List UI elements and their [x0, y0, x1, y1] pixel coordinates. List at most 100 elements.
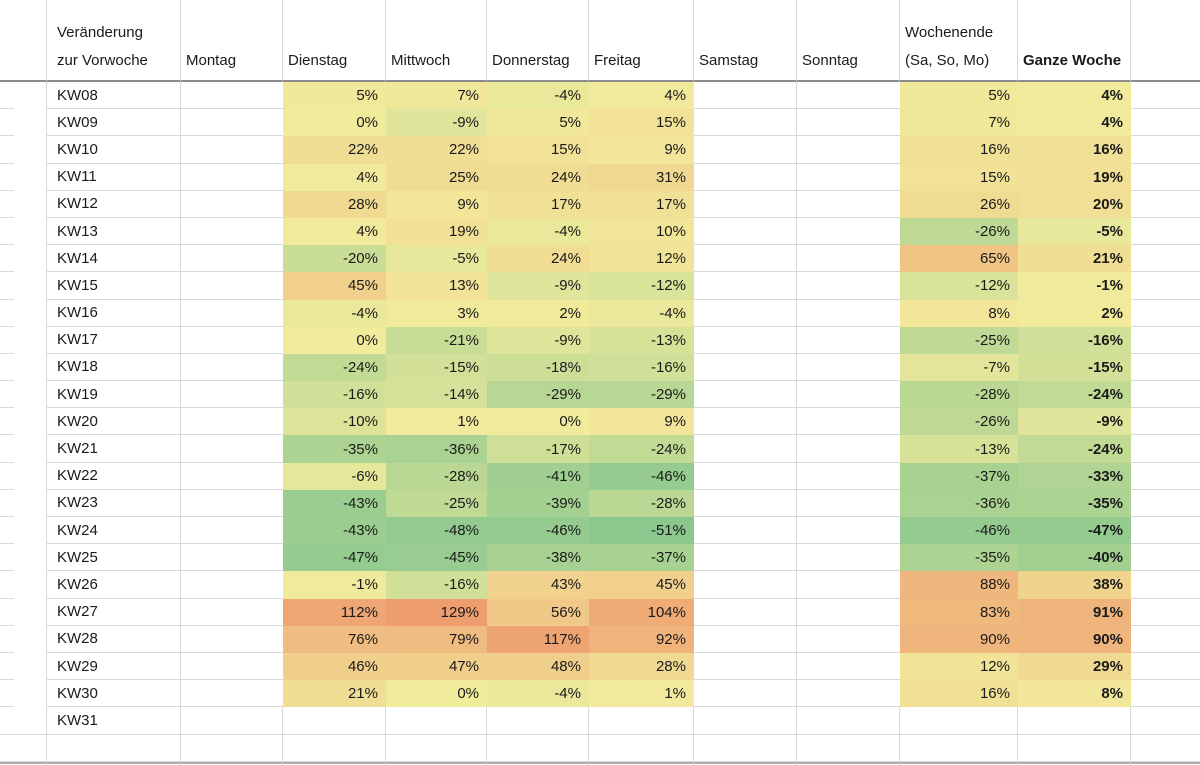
cell-kw27-samstag[interactable] [694, 598, 797, 626]
cell-kw14-ganze-woche[interactable]: 21% [1018, 245, 1131, 273]
cell-kw27-donnerstag[interactable]: 56% [487, 598, 589, 626]
gutter-cell[interactable] [0, 680, 47, 708]
partial-row-cell[interactable] [47, 761, 181, 765]
cell-kw12-donnerstag[interactable]: 17% [487, 190, 589, 218]
cell-kw16-freitag[interactable]: -4% [589, 299, 694, 327]
empty-cell[interactable] [487, 734, 589, 762]
cell-kw26-samstag[interactable] [694, 571, 797, 599]
cell-kw25-donnerstag[interactable]: -38% [487, 544, 589, 572]
cell-kw29-montag[interactable] [181, 652, 283, 681]
column-header-montag[interactable]: Montag [181, 0, 283, 82]
cell-kw16-wochenende[interactable]: 8% [900, 299, 1018, 327]
gutter-cell[interactable] [0, 353, 47, 382]
cell-kw14-samstag[interactable] [694, 245, 797, 273]
cell-kw22-samstag[interactable] [694, 462, 797, 490]
cell-kw10-ganze-woche[interactable]: 16% [1018, 136, 1131, 164]
cell-kw08-trailing[interactable] [1131, 82, 1200, 110]
row-label-kw11[interactable]: KW11 [47, 163, 181, 191]
empty-cell[interactable] [386, 734, 487, 762]
cell-kw13-sonntag[interactable] [797, 217, 900, 246]
row-label-kw23[interactable]: KW23 [47, 489, 181, 517]
gutter-cell[interactable] [0, 381, 47, 409]
partial-row-cell[interactable] [589, 761, 694, 765]
gutter-cell[interactable] [0, 82, 47, 110]
cell-kw12-ganze-woche[interactable]: 20% [1018, 190, 1131, 218]
cell-kw20-ganze-woche[interactable]: -9% [1018, 408, 1131, 436]
cell-kw14-trailing[interactable] [1131, 245, 1200, 273]
partial-row-cell[interactable] [487, 761, 589, 765]
row-label-kw30[interactable]: KW30 [47, 680, 181, 708]
cell-kw19-montag[interactable] [181, 381, 283, 409]
gutter-cell[interactable] [0, 326, 47, 354]
cell-kw30-donnerstag[interactable]: -4% [487, 680, 589, 708]
cell-kw26-ganze-woche[interactable]: 38% [1018, 571, 1131, 599]
cell-kw19-samstag[interactable] [694, 381, 797, 409]
cell-kw28-mittwoch[interactable]: 79% [386, 625, 487, 653]
cell-kw19-freitag[interactable]: -29% [589, 381, 694, 409]
cell-kw09-mittwoch[interactable]: -9% [386, 109, 487, 137]
cell-kw09-trailing[interactable] [1131, 109, 1200, 137]
cell-kw27-ganze-woche[interactable]: 91% [1018, 598, 1131, 626]
cell-kw30-sonntag[interactable] [797, 680, 900, 708]
cell-kw09-freitag[interactable]: 15% [589, 109, 694, 137]
cell-kw22-ganze-woche[interactable]: -33% [1018, 462, 1131, 490]
column-header-trailing[interactable] [1131, 0, 1200, 82]
cell-kw10-freitag[interactable]: 9% [589, 136, 694, 164]
cell-kw16-sonntag[interactable] [797, 299, 900, 327]
cell-kw23-ganze-woche[interactable]: -35% [1018, 489, 1131, 517]
cell-kw21-wochenende[interactable]: -13% [900, 435, 1018, 463]
cell-kw11-trailing[interactable] [1131, 163, 1200, 191]
cell-kw24-ganze-woche[interactable]: -47% [1018, 517, 1131, 545]
cell-kw29-mittwoch[interactable]: 47% [386, 652, 487, 681]
cell-kw18-freitag[interactable]: -16% [589, 353, 694, 382]
gutter-cell[interactable] [0, 462, 47, 490]
cell-kw13-samstag[interactable] [694, 217, 797, 246]
partial-row-cell[interactable] [181, 761, 283, 765]
cell-kw27-wochenende[interactable]: 83% [900, 598, 1018, 626]
partial-row-cell[interactable] [1018, 761, 1131, 765]
gutter-cell[interactable] [0, 517, 47, 545]
cell-kw23-montag[interactable] [181, 489, 283, 517]
gutter-cell[interactable] [0, 299, 47, 327]
cell-kw26-dienstag[interactable]: -1% [283, 571, 386, 599]
cell-kw10-trailing[interactable] [1131, 136, 1200, 164]
cell-kw18-donnerstag[interactable]: -18% [487, 353, 589, 382]
partial-row-cell[interactable] [694, 761, 797, 765]
cell-kw17-samstag[interactable] [694, 326, 797, 354]
cell-kw25-montag[interactable] [181, 544, 283, 572]
cell-kw12-sonntag[interactable] [797, 190, 900, 218]
cell-kw30-wochenende[interactable]: 16% [900, 680, 1018, 708]
cell-kw19-donnerstag[interactable]: -29% [487, 381, 589, 409]
cell-kw29-dienstag[interactable]: 46% [283, 652, 386, 681]
cell-kw20-freitag[interactable]: 9% [589, 408, 694, 436]
cell-kw09-wochenende[interactable]: 7% [900, 109, 1018, 137]
cell-kw17-dienstag[interactable]: 0% [283, 326, 386, 354]
cell-kw27-sonntag[interactable] [797, 598, 900, 626]
cell-kw10-sonntag[interactable] [797, 136, 900, 164]
cell-kw09-donnerstag[interactable]: 5% [487, 109, 589, 137]
cell-kw19-wochenende[interactable]: -28% [900, 381, 1018, 409]
cell-kw08-freitag[interactable]: 4% [589, 82, 694, 110]
cell-kw18-trailing[interactable] [1131, 353, 1200, 382]
corner-header[interactable]: Veränderung zur Vorwoche [47, 0, 181, 82]
gutter-cell[interactable] [0, 598, 47, 626]
cell-kw14-dienstag[interactable]: -20% [283, 245, 386, 273]
empty-cell[interactable] [0, 734, 47, 762]
row-label-kw14[interactable]: KW14 [47, 245, 181, 273]
cell-kw23-trailing[interactable] [1131, 489, 1200, 517]
cell-kw25-trailing[interactable] [1131, 544, 1200, 572]
cell-kw10-wochenende[interactable]: 16% [900, 136, 1018, 164]
cell-kw31-wochenende[interactable] [900, 707, 1018, 735]
cell-kw11-dienstag[interactable]: 4% [283, 163, 386, 191]
cell-kw14-freitag[interactable]: 12% [589, 245, 694, 273]
cell-kw17-sonntag[interactable] [797, 326, 900, 354]
row-label-kw26[interactable]: KW26 [47, 571, 181, 599]
row-label-kw18[interactable]: KW18 [47, 353, 181, 382]
cell-kw09-montag[interactable] [181, 109, 283, 137]
cell-kw13-freitag[interactable]: 10% [589, 217, 694, 246]
cell-kw21-samstag[interactable] [694, 435, 797, 463]
partial-row-cell[interactable] [0, 761, 47, 765]
cell-kw24-montag[interactable] [181, 517, 283, 545]
cell-kw16-donnerstag[interactable]: 2% [487, 299, 589, 327]
cell-kw15-freitag[interactable]: -12% [589, 272, 694, 300]
